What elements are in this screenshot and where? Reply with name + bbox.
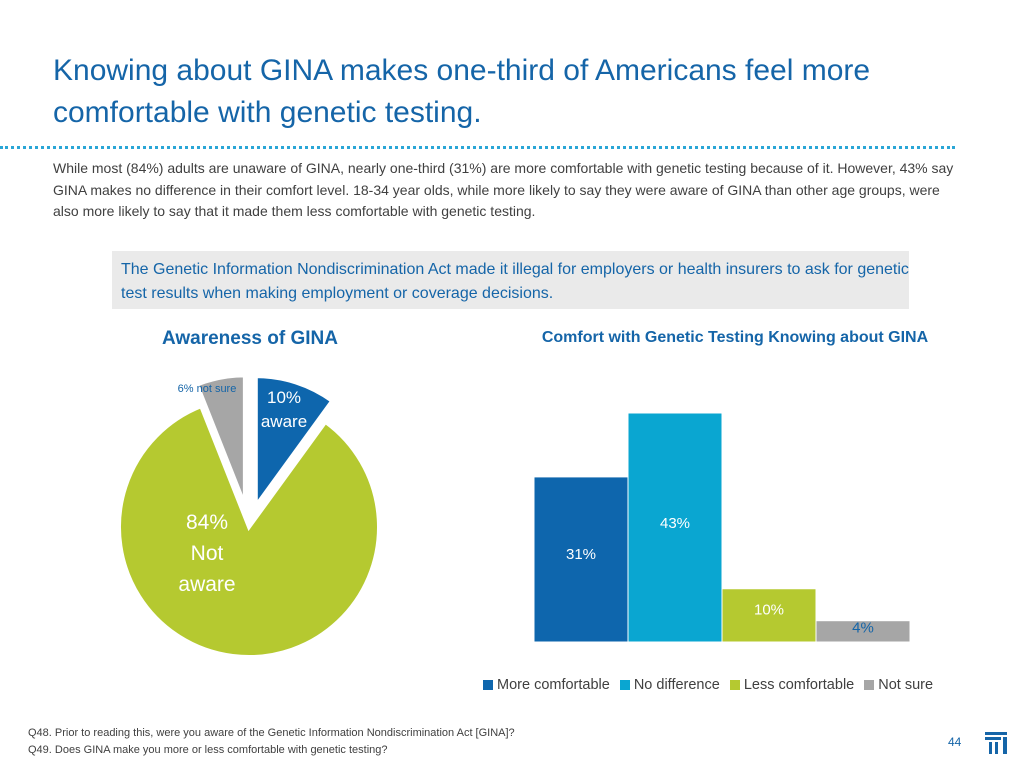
footnote-q48: Q48. Prior to reading this, were you awa… <box>28 727 515 739</box>
bar-label-1: 43% <box>660 515 690 532</box>
legend-item-more-comfortable: More comfortable <box>483 677 610 693</box>
legend-label: No difference <box>633 677 720 693</box>
pie-label-aware-text: aware <box>261 412 307 431</box>
pie-label-not-sure: 6% not sure <box>178 383 237 395</box>
legend-swatch <box>864 680 875 690</box>
bar-less-comfortable <box>721 588 817 643</box>
page-title: Knowing about GINA makes one-third of Am… <box>53 54 871 129</box>
legend-label: Not sure <box>878 677 934 693</box>
bar-label-0: 31% <box>566 546 596 563</box>
dotted-divider <box>0 146 955 149</box>
legend-swatch <box>483 680 493 690</box>
pie-slice-aware <box>253 374 336 513</box>
pie-chart-title: Awareness of GINA <box>162 328 338 349</box>
bar-chart-legend: More comfortable No difference Less comf… <box>483 677 943 693</box>
footnotes: Q48. Prior to reading this, were you awa… <box>28 725 515 759</box>
legend-swatch <box>729 680 740 690</box>
company-logo-icon <box>985 732 1007 754</box>
pie-slice-not-aware <box>117 403 381 659</box>
legend-label: More comfortable <box>497 677 610 693</box>
legend-item-no-difference: No difference <box>619 677 720 693</box>
pie-slice-not-sure <box>194 373 247 507</box>
legend-swatch <box>619 680 630 690</box>
footnote-q49: Q49. Does GINA make you more or less com… <box>28 744 388 756</box>
bar-no-difference <box>627 412 723 643</box>
pie-label-not-aware-text: Not <box>191 542 224 565</box>
gina-definition-callout: The Genetic Information Nondiscriminatio… <box>112 251 909 309</box>
summary-text: While most (84%) adults are unaware of G… <box>53 160 954 219</box>
bar-more-comfortable <box>533 476 629 643</box>
pie-label-aware-value: 10% <box>267 388 301 407</box>
pie-label-not-aware-text-2: aware <box>178 573 235 596</box>
legend-item-less-comfortable: Less comfortable <box>729 677 855 693</box>
legend-item-not-sure: Not sure <box>864 677 933 693</box>
legend-label: Less comfortable <box>743 677 855 693</box>
bar-label-2: 10% <box>754 602 784 619</box>
bar-chart-title: Comfort with Genetic Testing Knowing abo… <box>541 329 929 346</box>
page-number: 44 <box>948 735 962 749</box>
bar-not-sure <box>815 620 911 643</box>
pie-label-not-aware-value: 84% <box>186 511 228 534</box>
bar-label-3: 4% <box>852 620 874 637</box>
